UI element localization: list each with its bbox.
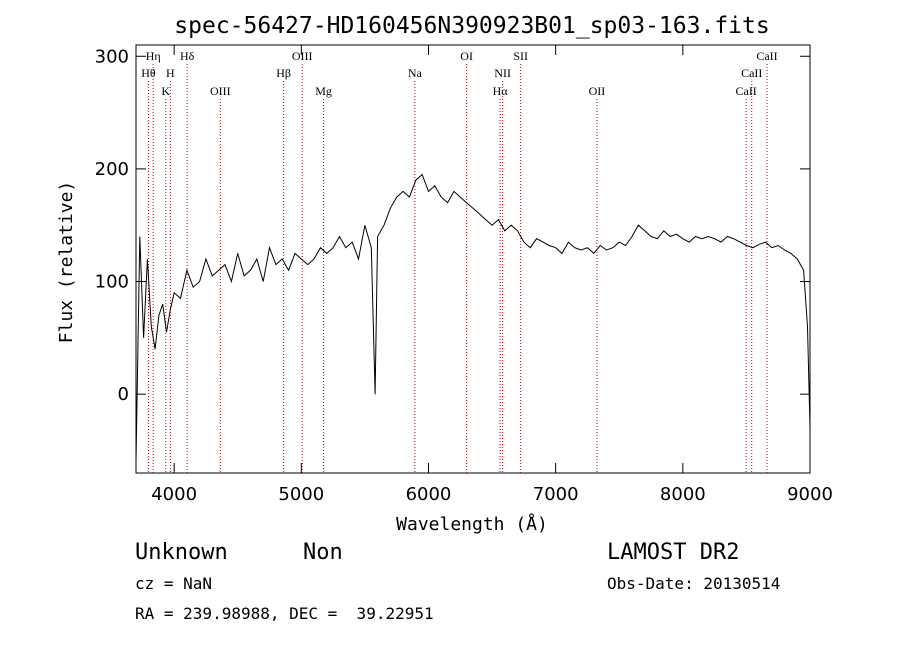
spectral-line-label: OII	[589, 84, 606, 98]
object-class: Unknown	[135, 540, 228, 565]
spectral-line-label: Hη	[146, 49, 161, 63]
spectral-line-label: Hδ	[180, 49, 195, 63]
spectral-line-label: Mg	[315, 84, 332, 98]
x-tick-label: 6000	[406, 484, 452, 505]
obs-date: Obs-Date: 20130514	[607, 574, 781, 593]
spectral-line-label: K	[161, 84, 170, 98]
survey-label: LAMOST DR2	[607, 540, 740, 565]
spectral-line-label: Hα	[493, 84, 509, 98]
spectral-line-label: CaII	[735, 84, 756, 98]
spectral-line-label: CaII	[756, 49, 777, 63]
y-tick-label: 300	[95, 46, 129, 67]
spectral-line-label: Hβ	[276, 66, 291, 80]
y-tick-label: 100	[95, 272, 129, 293]
x-axis-ticks: 4000 5000 6000 7000 8000 9000	[151, 45, 833, 505]
spectral-line-label: SII	[513, 49, 528, 63]
spectral-line-label: CaII	[741, 66, 762, 80]
x-tick-label: 5000	[278, 484, 324, 505]
plot-frame	[135, 44, 811, 474]
cz-label: cz = NaN	[135, 574, 213, 593]
spectral-line-label: H	[166, 66, 175, 80]
object-subclass: Non	[303, 540, 343, 565]
y-tick-label: 200	[95, 159, 129, 180]
x-tick-label: 9000	[787, 484, 833, 505]
spectral-line-label: NII	[494, 66, 511, 80]
spectral-line-label: OIII	[210, 84, 231, 98]
line-marker-group	[147, 64, 768, 473]
spectral-line-label: OIII	[292, 49, 313, 63]
spectral-line-label: Na	[408, 66, 423, 80]
y-axis-ticks: 0 100 200 300	[95, 46, 810, 405]
x-axis-label: Wavelength (Å)	[396, 513, 548, 535]
x-tick-label: 4000	[151, 484, 197, 505]
coordinates: RA = 239.98988, DEC = 39.22951	[135, 604, 434, 623]
x-tick-label: 7000	[533, 484, 579, 505]
x-tick-label: 8000	[660, 484, 706, 505]
spectral-line-label: OI	[460, 49, 473, 63]
chart-title: spec-56427-HD160456N390923B01_sp03-163.f…	[174, 13, 769, 39]
y-tick-label: 0	[118, 384, 129, 405]
spectral-line-label: Hθ	[141, 66, 156, 80]
y-axis-label: Flux (relative)	[56, 181, 77, 344]
spectrum-line	[135, 173, 811, 462]
